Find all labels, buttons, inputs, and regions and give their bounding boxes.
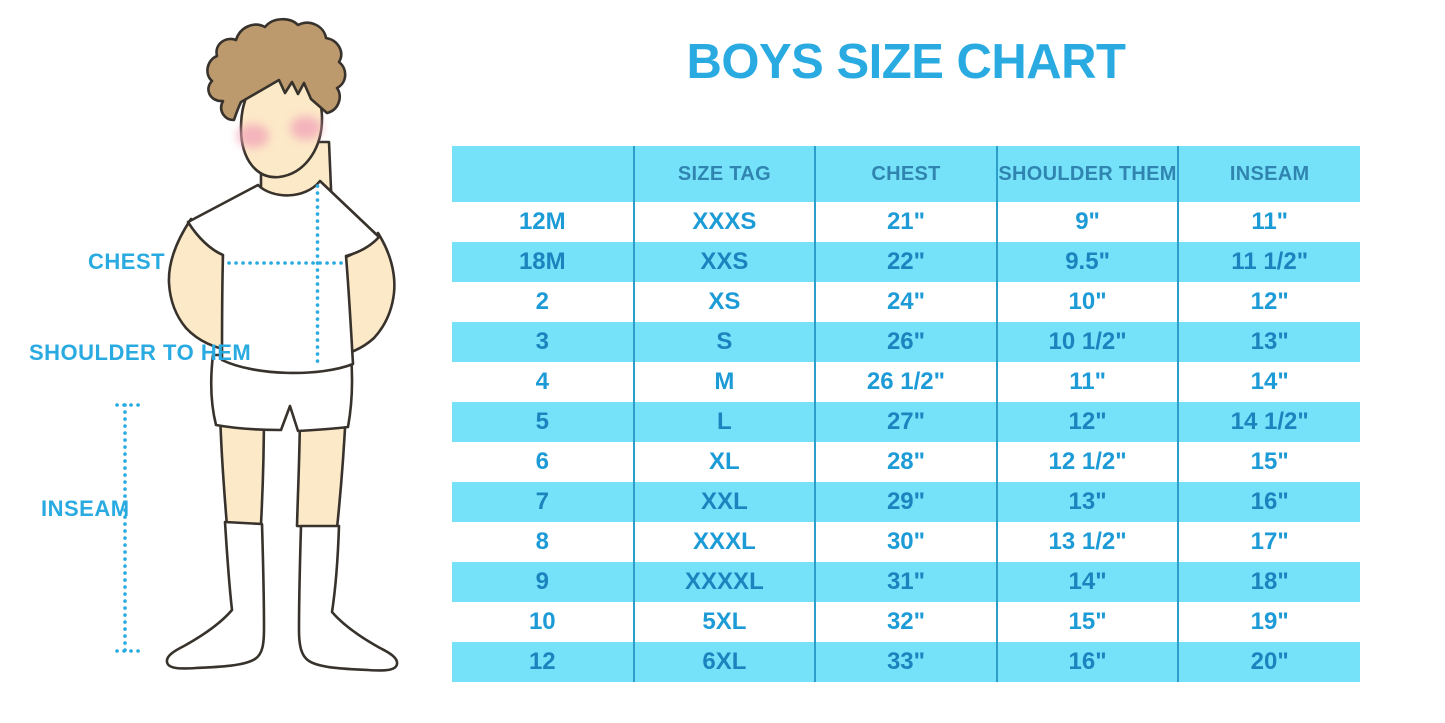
size-cell: 7 <box>452 482 634 522</box>
page-title: BOYS SIZE CHART <box>686 35 1126 89</box>
size-cell: 10 <box>452 602 634 642</box>
size-cell: 14" <box>1177 362 1360 402</box>
size-cell: 13" <box>995 482 1179 522</box>
column-header-chest: CHEST <box>814 146 997 202</box>
hair <box>206 17 347 122</box>
size-cell: 20" <box>1177 642 1360 682</box>
column-header-inseam: INSEAM <box>1177 146 1360 202</box>
size-cell: 9 <box>452 562 634 602</box>
size-cell: 32" <box>814 602 997 642</box>
size-cell: 14" <box>995 562 1179 602</box>
size-cell: 24" <box>814 282 997 322</box>
table-row: 6 XL 28" 12 1/2" 15" <box>452 442 1360 482</box>
right-sock <box>297 524 399 672</box>
size-cell: M <box>632 362 816 402</box>
column-header-blank <box>452 146 634 202</box>
size-cell: 27" <box>814 402 997 442</box>
size-cell: 26" <box>814 322 997 362</box>
size-cell: L <box>632 402 816 442</box>
inseam-measure-label: INSEAM <box>41 496 130 521</box>
table-row: 12M XXXS 21" 9" 11" <box>452 202 1360 242</box>
size-cell: 12" <box>1177 282 1360 322</box>
size-cell: XXL <box>632 482 816 522</box>
size-cell: 6 <box>452 442 634 482</box>
table-row: 12 6XL 33" 16" 20" <box>452 642 1360 682</box>
size-cell: 12 <box>452 642 634 682</box>
size-cell: 9" <box>995 202 1179 242</box>
size-cell: 16" <box>995 642 1179 682</box>
shoulder-to-hem-measure-label: SHOULDER TO HEM <box>29 340 252 365</box>
size-cell: 13 1/2" <box>995 522 1179 562</box>
size-cell: 30" <box>814 522 997 562</box>
chest-measure-label: CHEST <box>88 249 166 274</box>
size-cell: 16" <box>1177 482 1360 522</box>
size-cell: 11 1/2" <box>1177 242 1360 282</box>
left-cheek <box>237 124 269 148</box>
size-cell: 15" <box>995 602 1179 642</box>
size-table: SIZE TAG CHEST SHOULDER THEM INSEAM 12M XXXS… <box>452 146 1360 682</box>
size-cell: 11" <box>1177 202 1360 242</box>
size-cell: 2 <box>452 282 634 322</box>
size-cell: 12 1/2" <box>995 442 1179 482</box>
size-cell: 26 1/2" <box>814 362 997 402</box>
size-cell: 18M <box>452 242 634 282</box>
size-cell: XXXL <box>632 522 816 562</box>
table-row: 2 XS 24" 10" 12" <box>452 282 1360 322</box>
size-cell: 12" <box>995 402 1179 442</box>
table-row: 18M XXS 22" 9.5" 11 1/2" <box>452 242 1360 282</box>
size-cell: XXXS <box>632 202 816 242</box>
size-cell: 12M <box>452 202 634 242</box>
boy-illustration <box>115 17 399 672</box>
size-cell: 8 <box>452 522 634 562</box>
size-cell: 5XL <box>632 602 816 642</box>
size-cell: 5 <box>452 402 634 442</box>
size-cell: 14 1/2" <box>1177 402 1360 442</box>
table-row: 9 XXXXL 31" 14" 18" <box>452 562 1360 602</box>
column-header-shoulder-them: SHOULDER THEM <box>995 146 1179 202</box>
table-row: 3 S 26" 10 1/2" 13" <box>452 322 1360 362</box>
t-shirt <box>186 179 381 375</box>
table-row: 4 M 26 1/2" 11" 14" <box>452 362 1360 402</box>
left-sock <box>165 520 266 670</box>
size-cell: 11" <box>995 362 1179 402</box>
size-cell: XXXXL <box>632 562 816 602</box>
size-cell: XXS <box>632 242 816 282</box>
size-cell: 10 1/2" <box>995 322 1179 362</box>
table-header: SIZE TAG CHEST SHOULDER THEM INSEAM <box>452 146 1360 202</box>
size-cell: S <box>632 322 816 362</box>
header-row: SIZE TAG CHEST SHOULDER THEM INSEAM <box>452 146 1360 202</box>
measurement-lines <box>115 184 346 653</box>
size-cell: 22" <box>814 242 997 282</box>
size-cell: 29" <box>814 482 997 522</box>
size-cell: 9.5" <box>995 242 1179 282</box>
table-row: 10 5XL 32" 15" 19" <box>452 602 1360 642</box>
right-cheek <box>290 116 322 140</box>
size-cell: 33" <box>814 642 997 682</box>
table-body: 12M XXXS 21" 9" 11" 18M XXS 22" 9.5" 11 1/2" 2 XS 24… <box>452 202 1360 682</box>
size-cell: 19" <box>1177 602 1360 642</box>
shorts <box>210 353 354 433</box>
size-cell: 10" <box>995 282 1179 322</box>
size-cell: 15" <box>1177 442 1360 482</box>
size-cell: 6XL <box>632 642 816 682</box>
size-cell: 13" <box>1177 322 1360 362</box>
size-cell: 21" <box>814 202 997 242</box>
size-cell: 31" <box>814 562 997 602</box>
table-row: 7 XXL 29" 13" 16" <box>452 482 1360 522</box>
size-cell: 28" <box>814 442 997 482</box>
table-row: 8 XXXL 30" 13 1/2" 17" <box>452 522 1360 562</box>
size-cell: 18" <box>1177 562 1360 602</box>
table-row: 5 L 27" 12" 14 1/2" <box>452 402 1360 442</box>
size-cell: 4 <box>452 362 634 402</box>
size-cell: XL <box>632 442 816 482</box>
size-cell: 17" <box>1177 522 1360 562</box>
column-header-size-tag: SIZE TAG <box>632 146 816 202</box>
size-cell: XS <box>632 282 816 322</box>
size-cell: 3 <box>452 322 634 362</box>
